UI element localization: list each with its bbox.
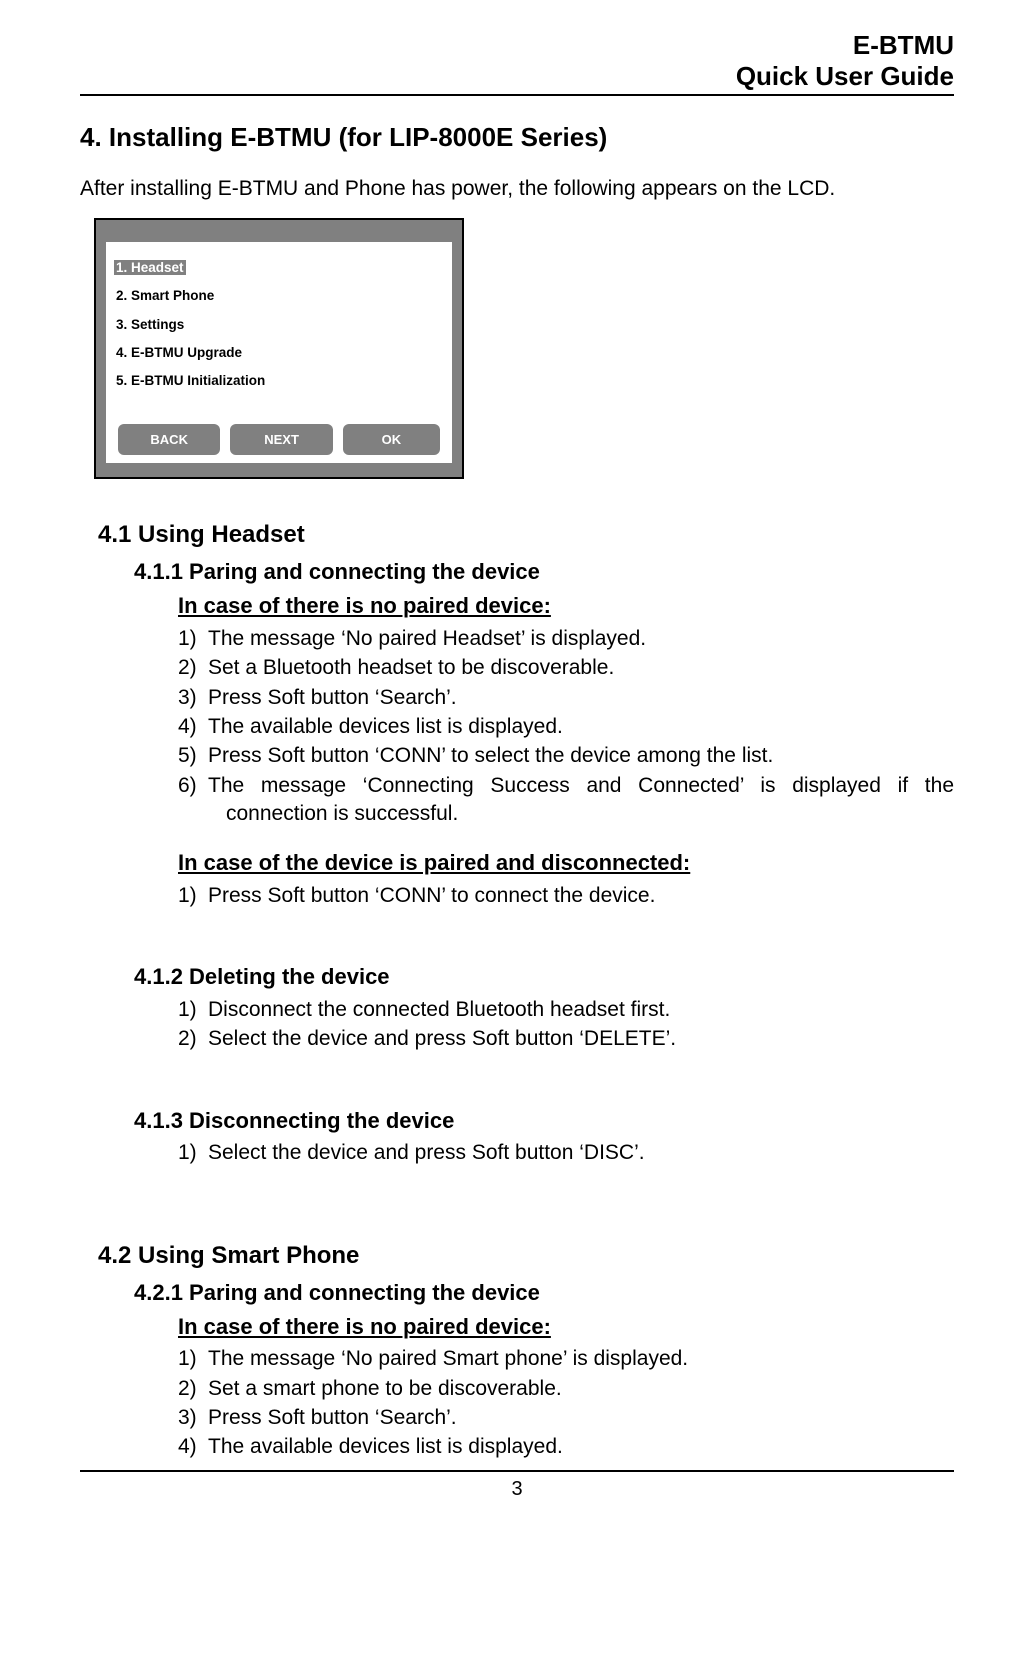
lcd-figure: 1. Headset 2. Smart Phone 3. Settings 4.… <box>94 218 954 479</box>
case-paired-disconnected-headset: In case of the device is paired and disc… <box>178 848 954 878</box>
step-text: Disconnect the connected Bluetooth heads… <box>208 998 670 1021</box>
list-item: 4)The available devices list is displaye… <box>178 713 954 741</box>
lcd-menu-item-3: 3. Settings <box>114 317 186 332</box>
list-item: 3)Press Soft button ‘Search’. <box>178 1404 954 1432</box>
lcd-frame: 1. Headset 2. Smart Phone 3. Settings 4.… <box>94 218 464 479</box>
lcd-screen: 1. Headset 2. Smart Phone 3. Settings 4.… <box>106 242 452 463</box>
lcd-menu-item-2: 2. Smart Phone <box>114 288 216 303</box>
list-item: 5)Press Soft button ‘CONN’ to select the… <box>178 742 954 770</box>
list-item: 2)Set a Bluetooth headset to be discover… <box>178 654 954 682</box>
list-item: 6)The message ‘Connecting Success and Co… <box>178 772 954 829</box>
step-text: Press Soft button ‘CONN’ to select the d… <box>208 744 773 767</box>
steps-411b: 1)Press Soft button ‘CONN’ to connect th… <box>178 882 954 910</box>
section-4-2-1-title: 4.2.1 Paring and connecting the device <box>134 1278 954 1308</box>
steps-421a: 1)The message ‘No paired Smart phone’ is… <box>178 1345 954 1461</box>
step-text: The message ‘No paired Headset’ is displ… <box>208 627 646 650</box>
step-text: Press Soft button ‘CONN’ to connect the … <box>208 884 655 907</box>
list-item: 1)Select the device and press Soft butto… <box>178 1139 954 1167</box>
list-item: 1)Press Soft button ‘CONN’ to connect th… <box>178 882 954 910</box>
step-text: Set a Bluetooth headset to be discoverab… <box>208 656 614 679</box>
intro-text: After installing E-BTMU and Phone has po… <box>80 175 954 203</box>
lcd-back-button: BACK <box>118 424 220 456</box>
list-item: 1)Disconnect the connected Bluetooth hea… <box>178 996 954 1024</box>
list-item: 2)Set a smart phone to be discoverable. <box>178 1375 954 1403</box>
list-item: 1)The message ‘No paired Headset’ is dis… <box>178 625 954 653</box>
list-item: 2)Select the device and press Soft butto… <box>178 1025 954 1053</box>
lcd-menu-item-4: 4. E-BTMU Upgrade <box>114 345 244 360</box>
step-text: The message ‘Connecting Success and Conn… <box>208 774 954 825</box>
step-text: The available devices list is displayed. <box>208 715 563 738</box>
step-text: The available devices list is displayed. <box>208 1435 563 1458</box>
step-text: Select the device and press Soft button … <box>208 1027 676 1050</box>
list-item: 4)The available devices list is displaye… <box>178 1433 954 1461</box>
step-text: Set a smart phone to be discoverable. <box>208 1377 562 1400</box>
step-text: Select the device and press Soft button … <box>208 1141 645 1164</box>
lcd-next-button: NEXT <box>230 424 332 456</box>
page-number: 3 <box>80 1472 954 1503</box>
steps-411a: 1)The message ‘No paired Headset’ is dis… <box>178 625 954 828</box>
lcd-menu-item-1: 1. Headset <box>114 260 186 275</box>
list-item: 3)Press Soft button ‘Search’. <box>178 684 954 712</box>
step-text: Press Soft button ‘Search’. <box>208 1406 457 1429</box>
section-4-2-title: 4.2 Using Smart Phone <box>98 1240 954 1272</box>
lcd-menu-item-5: 5. E-BTMU Initialization <box>114 373 267 388</box>
section-4-1-3-title: 4.1.3 Disconnecting the device <box>134 1106 954 1136</box>
lcd-softkeys: BACK NEXT OK <box>114 424 444 456</box>
doc-header: E-BTMU Quick User Guide <box>80 30 954 96</box>
steps-412: 1)Disconnect the connected Bluetooth hea… <box>178 996 954 1054</box>
steps-413: 1)Select the device and press Soft butto… <box>178 1139 954 1167</box>
header-line2: Quick User Guide <box>80 61 954 92</box>
header-line1: E-BTMU <box>80 30 954 61</box>
section-4-1-1-title: 4.1.1 Paring and connecting the device <box>134 557 954 587</box>
case-no-paired-smartphone: In case of there is no paired device: <box>178 1312 954 1342</box>
section-4-1-title: 4.1 Using Headset <box>98 519 954 551</box>
lcd-ok-button: OK <box>343 424 440 456</box>
section-4-1-2-title: 4.1.2 Deleting the device <box>134 962 954 992</box>
section-4-title: 4. Installing E-BTMU (for LIP-8000E Seri… <box>80 120 954 155</box>
step-text: Press Soft button ‘Search’. <box>208 686 457 709</box>
step-text: The message ‘No paired Smart phone’ is d… <box>208 1347 688 1370</box>
case-no-paired-headset: In case of there is no paired device: <box>178 591 954 621</box>
list-item: 1)The message ‘No paired Smart phone’ is… <box>178 1345 954 1373</box>
